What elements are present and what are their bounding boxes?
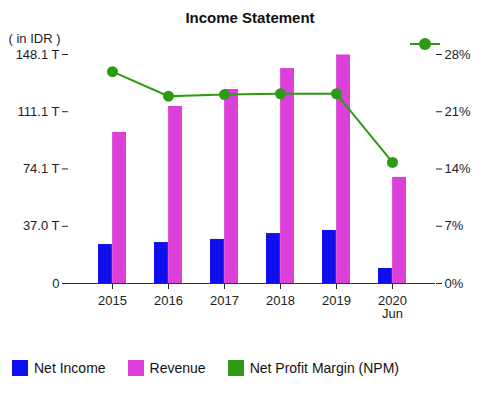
svg-text:2017: 2017 xyxy=(210,293,239,308)
svg-text:0%: 0% xyxy=(445,276,464,291)
html-text:Income Statement: Income Statement xyxy=(185,9,315,26)
svg-text:111.1 T: 111.1 T xyxy=(18,104,60,119)
svg-text:28%: 28% xyxy=(445,47,471,62)
html-text:Net Profit Margin (NPM): Net Profit Margin (NPM) xyxy=(249,360,399,376)
svg-text:( in IDR ): ( in IDR ) xyxy=(9,31,61,46)
svg-text:2016: 2016 xyxy=(154,293,183,308)
svg-text:2019: 2019 xyxy=(322,293,351,308)
svg-text:0: 0 xyxy=(52,276,59,291)
svg-text:2018: 2018 xyxy=(266,293,295,308)
svg-text:7%: 7% xyxy=(445,218,464,233)
svg-text:2020Jun: 2020Jun xyxy=(378,293,407,321)
svg-text:148.1 T: 148.1 T xyxy=(16,47,60,62)
svg-text:37.0 T: 37.0 T xyxy=(23,218,60,233)
svg-text:21%: 21% xyxy=(445,104,471,119)
svg-text:74.1 T: 74.1 T xyxy=(23,161,60,176)
svg-text:14%: 14% xyxy=(445,161,471,176)
html-text:Net Income: Net Income xyxy=(34,360,106,376)
svg-text:2015: 2015 xyxy=(98,293,127,308)
html-text:Revenue: Revenue xyxy=(149,360,206,376)
